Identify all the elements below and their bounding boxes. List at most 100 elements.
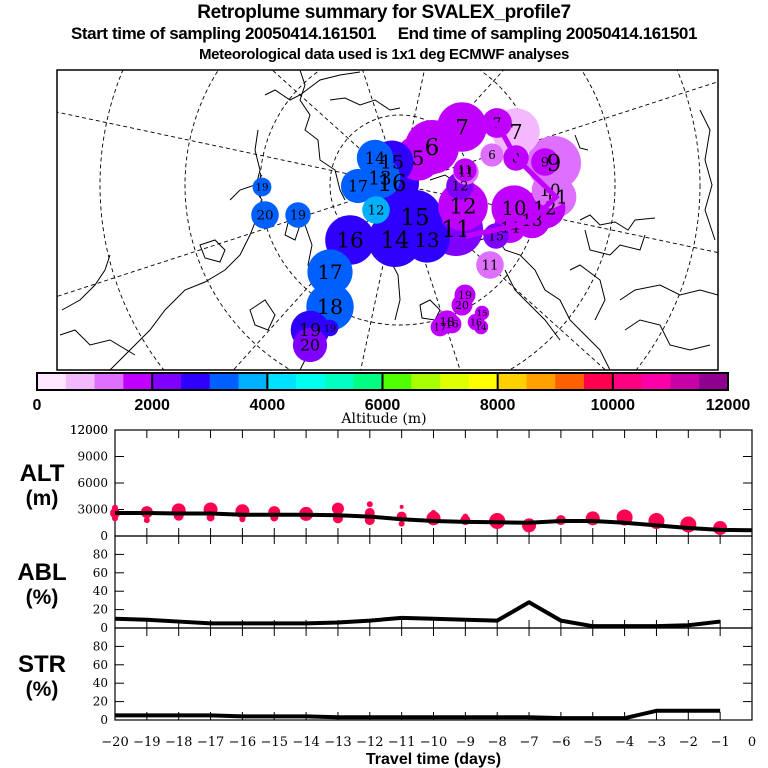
cluster-circle — [252, 177, 272, 197]
cluster-circle — [356, 139, 394, 177]
cluster-label: 19 — [458, 289, 472, 302]
coastline — [504, 269, 561, 341]
cluster-label: 16 — [446, 320, 459, 331]
cluster-label: 6 — [425, 135, 440, 161]
cluster-circle — [473, 319, 489, 335]
x-tick-label: −7 — [519, 735, 538, 750]
coastline — [469, 229, 611, 370]
colorbar-bin — [209, 373, 240, 390]
y-tick-label: 6000 — [77, 476, 108, 490]
x-tick-label: −16 — [229, 735, 256, 750]
time-series-panels: 03000600090001200012000ALT(m)020406080AB… — [17, 423, 756, 768]
x-tick-label: −11 — [388, 735, 415, 750]
colorbar-bin — [382, 373, 412, 390]
meridian-line — [418, 81, 718, 180]
colorbar-tick-label: 8000 — [480, 397, 516, 414]
cluster-marker — [143, 517, 150, 524]
colorbar-bin — [440, 373, 470, 390]
cluster-circle — [437, 102, 487, 152]
cluster-label: 18 — [439, 315, 454, 329]
cluster-marker — [112, 515, 118, 522]
cluster-label: 9 — [547, 151, 562, 177]
x-tick-label: −13 — [324, 735, 351, 750]
colorbar-tick-label: 10000 — [591, 397, 636, 414]
meridian-line — [419, 188, 718, 254]
cluster-label: 19 — [324, 323, 336, 334]
cluster-circle — [442, 314, 462, 334]
colorbar-bin — [641, 373, 671, 390]
x-tick-label: −19 — [133, 735, 160, 750]
y-tick-label: 9000 — [77, 450, 108, 464]
colorbar-bin — [180, 373, 211, 390]
coastline — [329, 97, 401, 111]
cluster-label: 14 — [364, 149, 385, 168]
panel-abl: 0 20 40 60 80 ABL(%) — [17, 535, 753, 635]
colorbar-label: Altitude (m) — [340, 411, 426, 427]
coastline — [199, 239, 226, 263]
meridian-line — [271, 70, 386, 172]
colorbar-tick-label: 0 — [33, 397, 42, 414]
series-line — [115, 708, 721, 721]
coastline — [264, 71, 361, 101]
cluster-label: 12 — [367, 204, 384, 219]
colorbar-bin — [152, 373, 182, 390]
cluster-label: 20 — [300, 336, 320, 355]
cluster-label: 17 — [434, 323, 447, 334]
cluster-marker — [398, 520, 405, 527]
cluster-label: 19 — [256, 183, 269, 194]
cluster-label: 11 — [458, 164, 474, 179]
panel-str: 0 20 40 60 80 STR(%) — [18, 627, 753, 727]
y-tick-label: 40 — [93, 676, 108, 690]
colorbar-bin — [584, 373, 614, 390]
x-tick-label: −9 — [456, 735, 475, 750]
meridian-line — [57, 190, 382, 297]
cluster-label: 7 — [509, 120, 522, 144]
x-tick-label: −8 — [488, 735, 507, 750]
cluster-circle — [368, 213, 422, 267]
x-tick-label: −18 — [165, 735, 192, 750]
x-tick-label: −4 — [615, 735, 634, 750]
latitude-circle — [57, 369, 58, 370]
cluster-circle — [531, 148, 559, 176]
y-axis-label: STR — [18, 651, 66, 678]
colorbar-bin — [123, 373, 153, 390]
colorbar-bin — [267, 373, 297, 390]
x-tick-label: −3 — [647, 735, 666, 750]
coastline — [419, 299, 441, 321]
panel-frame — [114, 627, 753, 721]
colorbar-bin — [699, 373, 729, 390]
x-tick-label: −5 — [583, 735, 602, 750]
coastline — [584, 229, 646, 256]
y-tick-label: 40 — [93, 584, 108, 598]
y-tick-label: 20 — [93, 603, 108, 617]
cluster-label: 10 — [501, 197, 526, 220]
cluster-circle — [474, 305, 490, 321]
x-tick-label: −20 — [101, 735, 128, 750]
cluster-label: 20 — [455, 299, 469, 312]
coastline — [61, 254, 111, 311]
y-axis-label: ALT — [20, 460, 65, 487]
colorbar-bin — [468, 373, 499, 390]
cluster-marker — [462, 513, 469, 520]
altitude-colorbar: 0 2000 4000 6000 8000 10000 12000 — [33, 372, 751, 414]
cluster-label: 15 — [380, 152, 404, 174]
y-tick-label: 3000 — [77, 503, 108, 517]
map-frame — [56, 69, 719, 371]
cluster-circle — [453, 158, 477, 182]
y-tick-label: 0 — [100, 713, 108, 727]
cluster-marker — [331, 502, 344, 515]
x-tick-label: −14 — [292, 735, 319, 750]
coastline — [574, 134, 589, 151]
colorbar-bin — [497, 373, 527, 390]
y-axis-unit: (%) — [26, 678, 59, 701]
cluster-circle — [362, 196, 390, 224]
cluster-label: 19 — [290, 207, 306, 222]
x-tick-label: −6 — [551, 735, 570, 750]
colorbar-bin — [238, 373, 268, 390]
colorbar-bin — [65, 373, 96, 390]
colorbar-tick-label: 12000 — [706, 397, 751, 414]
coastline — [249, 299, 276, 331]
cluster-label: 7 — [455, 115, 469, 140]
cluster-label: 12 — [449, 194, 476, 219]
